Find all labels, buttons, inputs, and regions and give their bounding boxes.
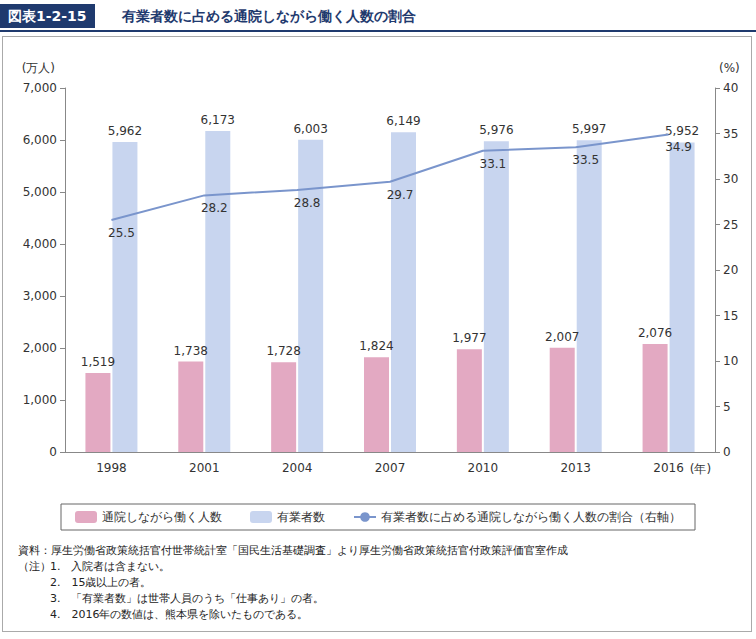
- svg-text:5,997: 5,997: [572, 122, 606, 136]
- svg-text:0: 0: [49, 445, 57, 459]
- svg-text:2001: 2001: [189, 461, 220, 475]
- html-text:4. 2016年の数値は、熊本県を除いたものである。: 4. 2016年の数値は、熊本県を除いたものである。: [50, 608, 309, 621]
- svg-text:0: 0: [723, 445, 731, 459]
- html-text:図表1-2-15: 図表1-2-15: [8, 8, 87, 24]
- svg-text:1998: 1998: [96, 461, 127, 475]
- html-text:（注）1. 入院者は含まない。: （注）1. 入院者は含まない。: [18, 560, 171, 573]
- svg-text:6,003: 6,003: [293, 122, 327, 136]
- svg-text:有業者数: 有業者数: [277, 510, 325, 524]
- svg-text:1,000: 1,000: [23, 393, 57, 407]
- svg-text:2007: 2007: [375, 461, 406, 475]
- svg-text:2,000: 2,000: [23, 341, 57, 355]
- html-text:有業者数に占める通院しながら働く人数の割合: 有業者数に占める通院しながら働く人数の割合: [122, 8, 416, 24]
- svg-text:6,000: 6,000: [23, 133, 57, 147]
- svg-text:2004: 2004: [282, 461, 313, 475]
- svg-text:2,007: 2,007: [545, 330, 579, 344]
- svg-text:6,173: 6,173: [201, 113, 235, 127]
- svg-text:29.7: 29.7: [387, 188, 414, 202]
- svg-text:6,149: 6,149: [386, 114, 420, 128]
- svg-text:2013: 2013: [560, 461, 591, 475]
- svg-text:5: 5: [723, 400, 731, 414]
- svg-text:7,000: 7,000: [23, 81, 57, 95]
- svg-text:(万人): (万人): [22, 61, 55, 75]
- svg-text:1,519: 1,519: [81, 355, 115, 369]
- svg-text:35: 35: [723, 127, 738, 141]
- svg-text:5,000: 5,000: [23, 185, 57, 199]
- html-text:3. 「有業者数」は世帯人員のうち「仕事あり」の者。: 3. 「有業者数」は世帯人員のうち「仕事あり」の者。: [50, 592, 325, 605]
- svg-text:34.9: 34.9: [665, 140, 692, 154]
- svg-text:1,728: 1,728: [266, 344, 300, 358]
- svg-text:15: 15: [723, 309, 738, 323]
- svg-text:25.5: 25.5: [108, 226, 135, 240]
- svg-text:28.2: 28.2: [201, 201, 228, 215]
- svg-text:20: 20: [723, 263, 738, 277]
- svg-text:3,000: 3,000: [23, 289, 57, 303]
- svg-text:5,962: 5,962: [108, 124, 142, 138]
- svg-text:有業者数に占める通院しながら働く人数の割合（右軸）: 有業者数に占める通院しながら働く人数の割合（右軸）: [381, 510, 681, 524]
- svg-text:1,738: 1,738: [174, 344, 208, 358]
- svg-text:33.5: 33.5: [572, 153, 599, 167]
- svg-text:1,824: 1,824: [359, 339, 393, 353]
- svg-text:40: 40: [723, 81, 738, 95]
- svg-text:33.1: 33.1: [479, 157, 506, 171]
- svg-text:2,076: 2,076: [638, 326, 672, 340]
- svg-text:25: 25: [723, 218, 738, 232]
- svg-text:5,976: 5,976: [479, 123, 513, 137]
- svg-text:通院しながら働く人数: 通院しながら働く人数: [102, 510, 222, 524]
- svg-text:(%): (%): [719, 61, 740, 75]
- svg-text:4,000: 4,000: [23, 237, 57, 251]
- svg-text:2010: 2010: [468, 461, 499, 475]
- svg-text:1,977: 1,977: [452, 331, 486, 345]
- svg-text:10: 10: [723, 354, 738, 368]
- svg-text:5,952: 5,952: [665, 124, 699, 138]
- html-text:2. 15歳以上の者。: 2. 15歳以上の者。: [50, 576, 152, 589]
- svg-text:(年): (年): [690, 462, 711, 476]
- svg-text:30: 30: [723, 172, 738, 186]
- html-text:資料：厚生労働省政策統括官付世帯統計室「国民生活基礎調査」よ: 資料：厚生労働省政策統括官付世帯統計室「国民生活基礎調査」より厚生労働省政策統括…: [18, 544, 568, 557]
- svg-text:2016: 2016: [653, 461, 684, 475]
- svg-text:28.8: 28.8: [294, 196, 321, 210]
